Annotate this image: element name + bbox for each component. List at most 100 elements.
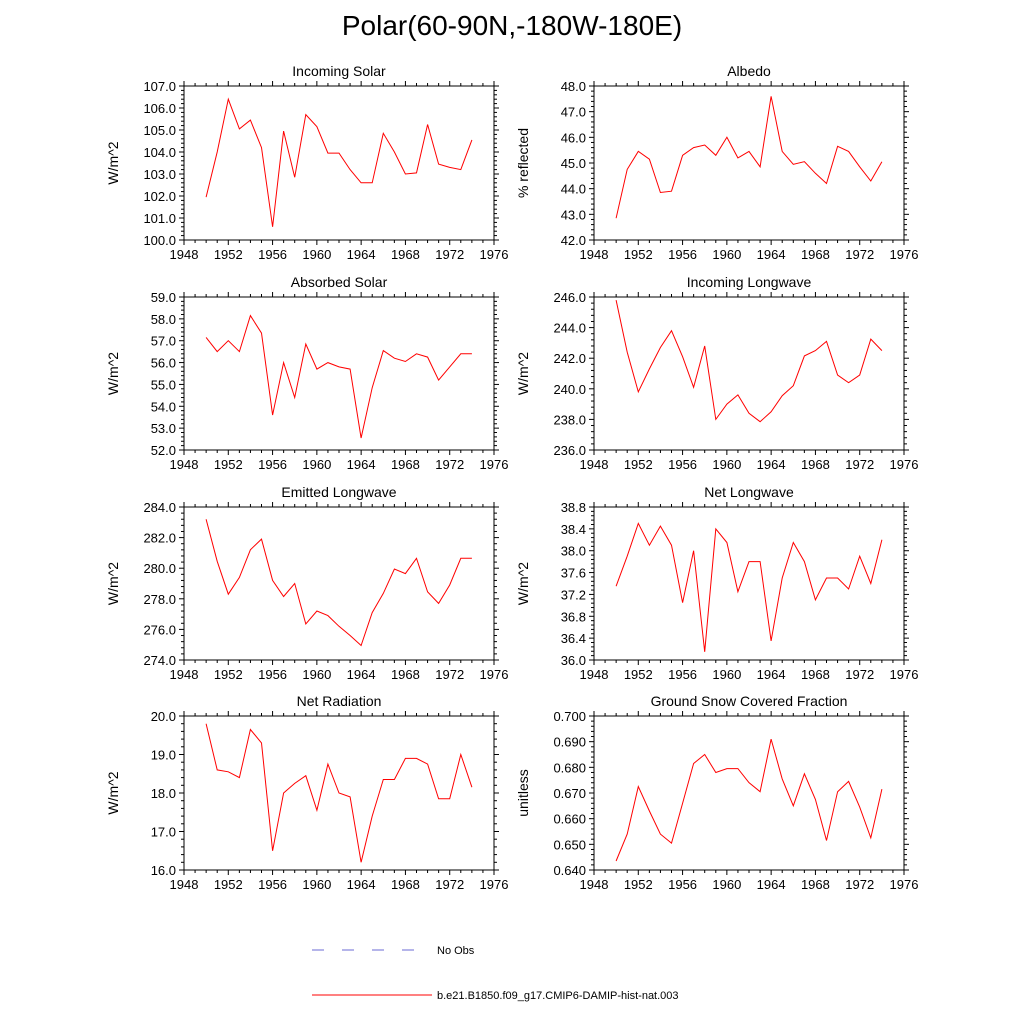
- x-tick-label: 1972: [435, 247, 464, 262]
- y-axis-label: W/m^2: [105, 771, 121, 814]
- y-tick-label: 107.0: [143, 79, 176, 94]
- y-tick-label: 45.0: [561, 156, 586, 171]
- y-tick-label: 36.8: [561, 609, 586, 624]
- chart-panel-1: 1948 1952 1956 1960 1964 1968 1972 1976 42.0 43.0…: [515, 63, 918, 262]
- x-tick-label: 1972: [845, 457, 874, 472]
- x-tick-label: 1960: [712, 457, 741, 472]
- x-tick-label: 1968: [801, 877, 830, 892]
- y-tick-label: 104.0: [143, 145, 176, 160]
- y-axis-label: unitless: [515, 769, 531, 816]
- x-tick-label: 1948: [170, 667, 199, 682]
- chart-panel-4: 1948 1952 1956 1960 1964 1968 1972 1976 274.0 276…: [105, 484, 508, 682]
- x-tick-label: 1976: [480, 877, 509, 892]
- x-tick-label: 1964: [347, 247, 376, 262]
- plot-frame: [183, 85, 495, 241]
- y-tick-label: 103.0: [143, 167, 176, 182]
- y-tick-label: 244.0: [553, 321, 586, 336]
- x-tick-label: 1972: [435, 877, 464, 892]
- chart-panel-7: 1948 1952 1956 1960 1964 1968 1972 1976 0.640 0.6…: [515, 693, 918, 892]
- x-tick-label: 1976: [890, 877, 919, 892]
- y-tick-label: 16.0: [151, 863, 176, 878]
- panel-title: Incoming Longwave: [687, 274, 812, 290]
- panel-title: Net Longwave: [704, 484, 794, 500]
- x-tick-label: 1976: [480, 667, 509, 682]
- x-tick-label: 1960: [712, 247, 741, 262]
- x-tick-label: 1948: [170, 877, 199, 892]
- y-tick-label: 47.0: [561, 105, 586, 120]
- chart-panel-3: 1948 1952 1956 1960 1964 1968 1972 1976 236.0 238…: [515, 274, 918, 472]
- y-tick-label: 17.0: [151, 825, 176, 840]
- y-tick-label: 0.650: [553, 837, 586, 852]
- y-tick-label: 276.0: [143, 622, 176, 637]
- x-tick-label: 1956: [668, 457, 697, 472]
- y-tick-label: 57.0: [151, 334, 176, 349]
- y-tick-label: 37.6: [561, 566, 586, 581]
- figure-title: Polar(60-90N,-180W-180E): [341, 10, 683, 41]
- x-tick-label: 1948: [580, 667, 609, 682]
- series-line: [205, 314, 472, 439]
- y-axis-label: W/m^2: [515, 352, 531, 395]
- panel-title: Incoming Solar: [292, 63, 386, 79]
- x-tick-label: 1964: [757, 877, 786, 892]
- y-axis-label: W/m^2: [105, 141, 121, 184]
- x-tick-label: 1964: [757, 667, 786, 682]
- y-tick-label: 238.0: [553, 412, 586, 427]
- x-tick-label: 1968: [391, 667, 420, 682]
- series-line: [615, 299, 883, 423]
- series-line: [615, 96, 883, 219]
- x-tick-label: 1968: [801, 667, 830, 682]
- series-line: [205, 519, 472, 647]
- x-tick-label: 1952: [624, 667, 653, 682]
- x-tick-label: 1976: [890, 247, 919, 262]
- series-line: [205, 723, 473, 863]
- y-axis-label: % reflected: [515, 128, 531, 198]
- x-tick-label: 1976: [890, 667, 919, 682]
- y-tick-label: 37.2: [561, 587, 586, 602]
- x-tick-label: 1948: [170, 457, 199, 472]
- y-tick-label: 59.0: [151, 290, 176, 305]
- x-tick-label: 1952: [624, 877, 653, 892]
- y-tick-label: 246.0: [553, 290, 586, 305]
- y-tick-label: 102.0: [143, 189, 176, 204]
- series-line: [615, 738, 883, 862]
- x-tick-label: 1968: [391, 877, 420, 892]
- plot-frame: [593, 296, 905, 451]
- x-tick-label: 1948: [580, 877, 609, 892]
- y-tick-label: 18.0: [151, 786, 176, 801]
- plot-frame: [183, 296, 495, 451]
- x-tick-label: 1956: [668, 667, 697, 682]
- y-axis-label: W/m^2: [105, 562, 121, 605]
- legend: No Obs b.e21.B1850.f09_g17.CMIP6-DAMIP-h…: [312, 945, 679, 1002]
- x-tick-label: 1972: [845, 667, 874, 682]
- x-tick-label: 1960: [302, 247, 331, 262]
- plot-frame: [183, 506, 495, 661]
- x-tick-label: 1948: [580, 457, 609, 472]
- x-tick-label: 1976: [890, 457, 919, 472]
- y-axis-label: W/m^2: [105, 352, 121, 395]
- panel-title: Net Radiation: [297, 693, 382, 709]
- y-tick-label: 42.0: [561, 233, 586, 248]
- y-tick-label: 54.0: [151, 399, 176, 414]
- y-tick-label: 46.0: [561, 130, 586, 145]
- plot-frame: [593, 715, 905, 871]
- x-tick-label: 1964: [757, 247, 786, 262]
- x-tick-label: 1952: [624, 247, 653, 262]
- y-tick-label: 56.0: [151, 356, 176, 371]
- x-tick-label: 1976: [480, 457, 509, 472]
- y-tick-label: 53.0: [151, 421, 176, 436]
- y-tick-label: 278.0: [143, 592, 176, 607]
- x-tick-label: 1956: [258, 877, 287, 892]
- y-tick-label: 274.0: [143, 653, 176, 668]
- panel-title: Albedo: [727, 63, 771, 79]
- x-tick-label: 1968: [801, 247, 830, 262]
- x-tick-label: 1968: [391, 457, 420, 472]
- x-tick-label: 1948: [170, 247, 199, 262]
- x-tick-label: 1968: [801, 457, 830, 472]
- x-tick-label: 1960: [302, 877, 331, 892]
- x-tick-label: 1952: [214, 877, 243, 892]
- y-tick-label: 0.670: [553, 786, 586, 801]
- x-tick-label: 1972: [435, 667, 464, 682]
- y-tick-label: 284.0: [143, 500, 176, 515]
- x-tick-label: 1960: [302, 667, 331, 682]
